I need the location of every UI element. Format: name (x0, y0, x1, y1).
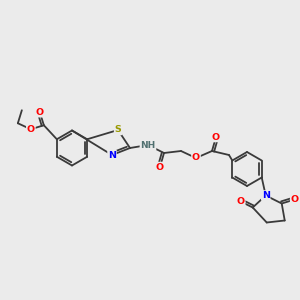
Text: O: O (27, 125, 35, 134)
Text: O: O (192, 154, 200, 163)
Text: S: S (115, 125, 122, 134)
Text: O: O (291, 195, 299, 204)
Text: NH: NH (140, 140, 156, 149)
Text: O: O (156, 163, 164, 172)
Text: O: O (212, 133, 220, 142)
Text: N: N (108, 151, 116, 160)
Text: O: O (36, 108, 44, 117)
Text: O: O (237, 197, 245, 206)
Text: N: N (262, 191, 270, 200)
